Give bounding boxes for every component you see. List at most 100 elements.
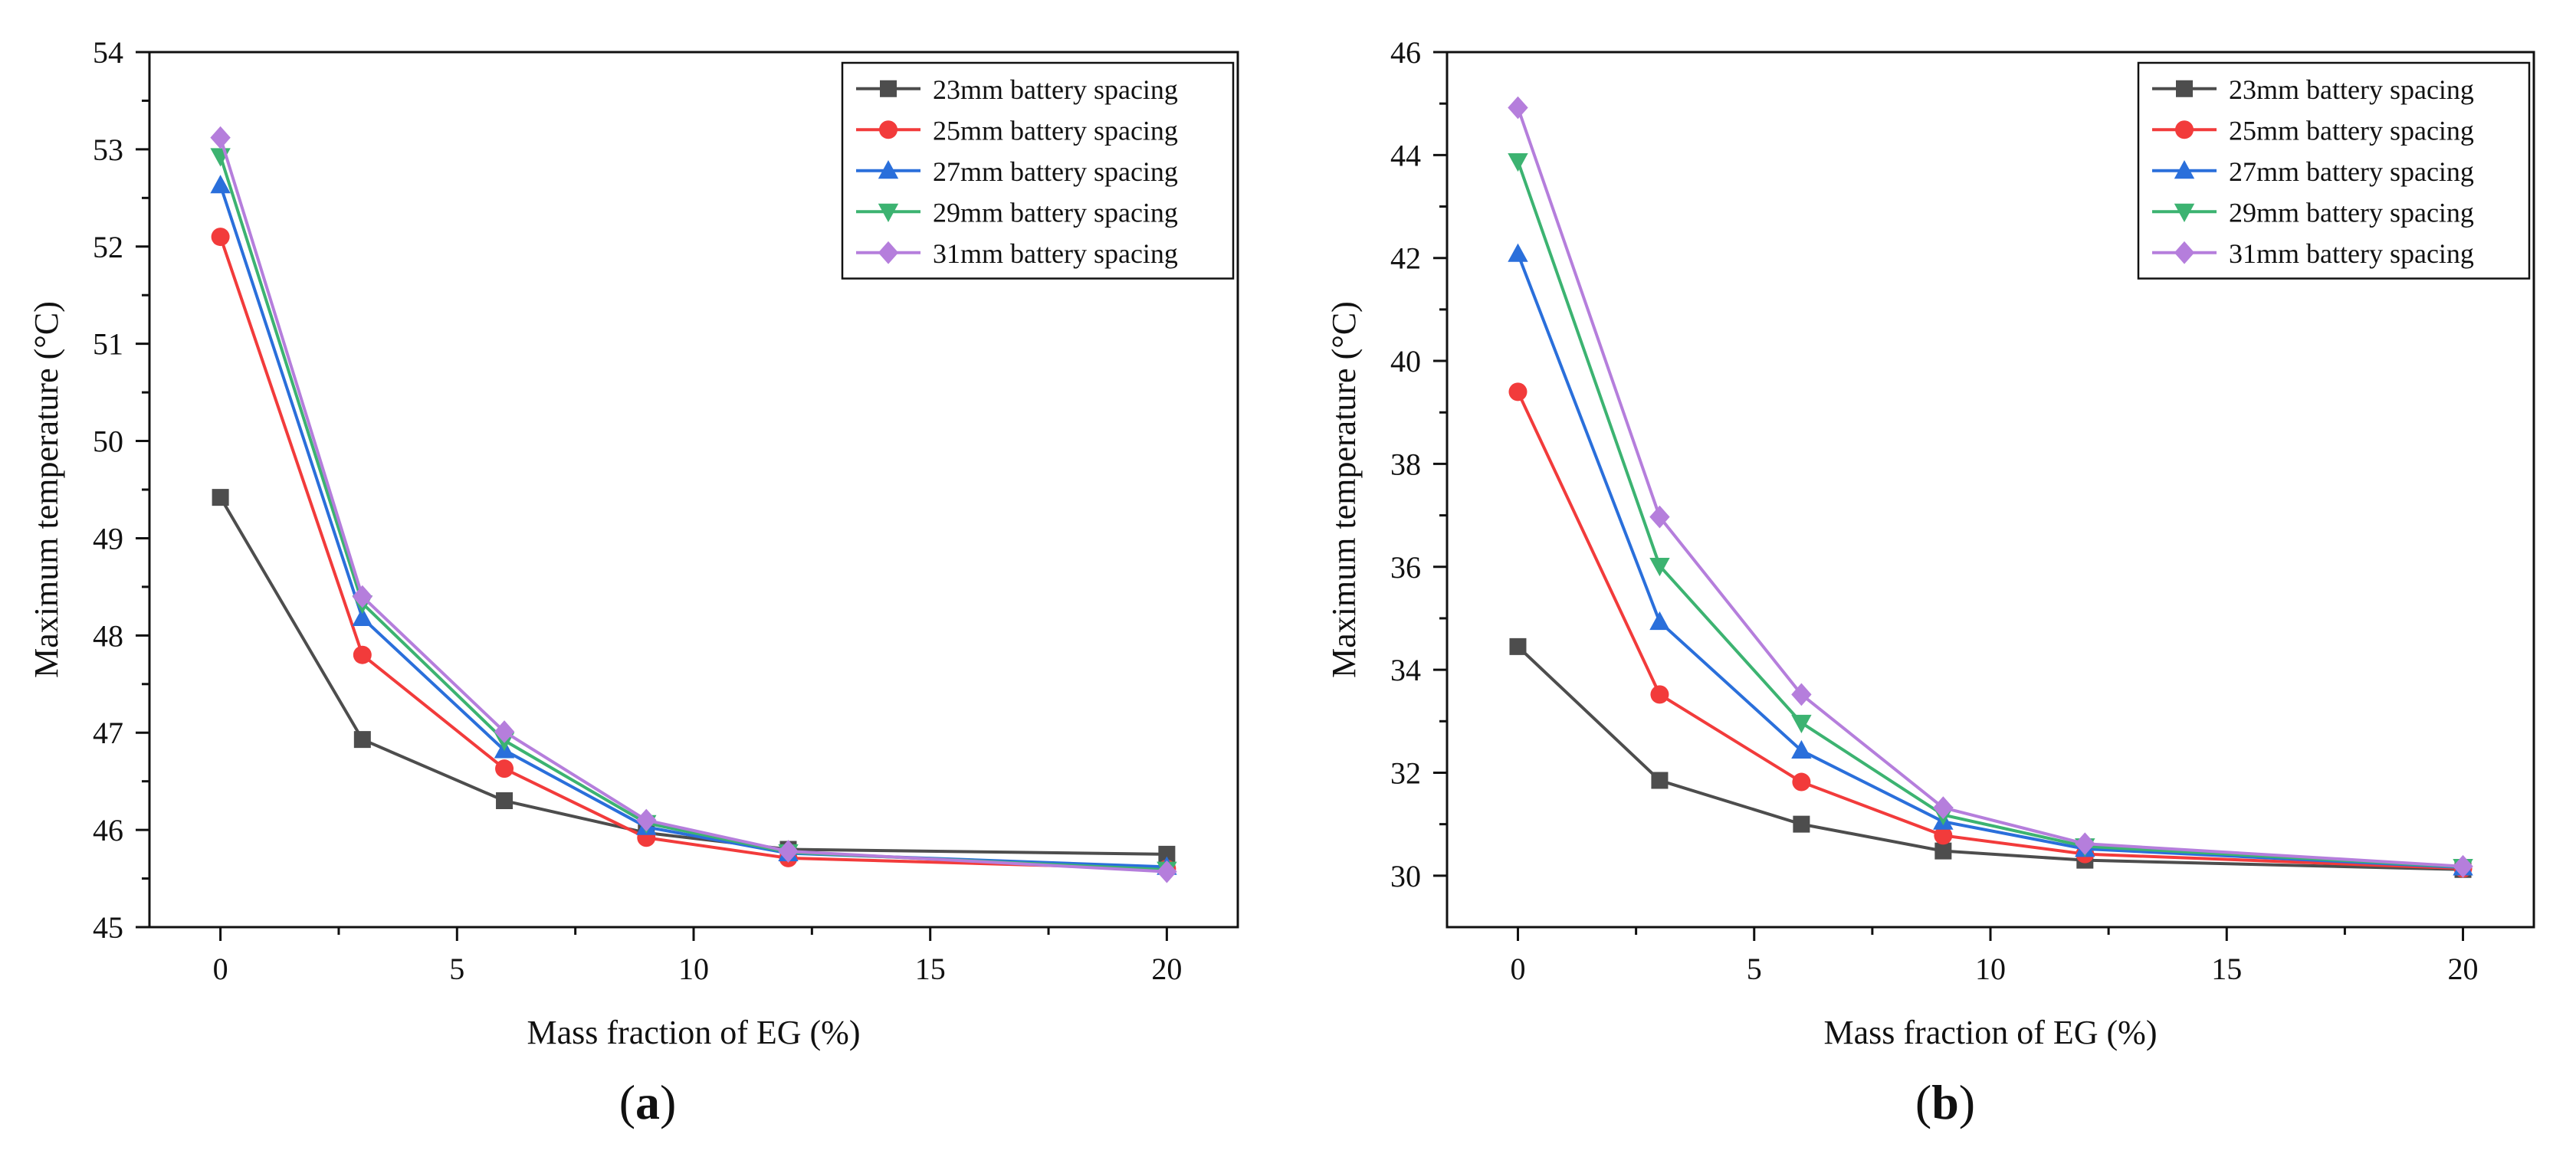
data-point — [1508, 382, 1528, 402]
data-point — [1509, 637, 1527, 655]
data-point — [636, 808, 657, 832]
y-tick-label: 50 — [93, 424, 123, 459]
data-point — [778, 840, 799, 863]
y-tick-label: 51 — [93, 327, 123, 362]
data-point — [353, 645, 372, 664]
series-line — [1517, 645, 2463, 871]
data-point — [212, 489, 229, 506]
x-tick-label: 5 — [1747, 952, 1762, 986]
series-0 — [212, 489, 1176, 863]
series-4 — [1508, 96, 2473, 878]
series-line — [1516, 160, 2463, 869]
data-point — [1650, 685, 1669, 704]
x-tick-label: 15 — [2211, 952, 2242, 986]
chart-panel-a: 0 5 10 15 20 45 46 47 48 49 50 51 52 53 54 Mass fractio… — [28, 35, 1239, 1129]
y-axis-title: Maximum temperature (°C) — [1325, 301, 1363, 678]
data-point — [1508, 243, 1528, 262]
data-point — [1934, 842, 1952, 860]
legend-marker — [878, 160, 899, 179]
legend-marker — [878, 203, 899, 222]
legend-label: 27mm battery spacing — [933, 156, 1178, 187]
data-point — [352, 607, 373, 626]
data-point — [1792, 772, 1811, 792]
y-tick-label: 52 — [93, 230, 123, 264]
y-tick-label: 42 — [1390, 241, 1421, 276]
legend-label: 25mm battery spacing — [933, 115, 1178, 146]
series-2 — [210, 175, 1177, 875]
legend: 23mm battery spacing 25mm battery spacing… — [841, 61, 1235, 280]
series-line — [218, 236, 1167, 870]
x-tick-label: 20 — [1151, 952, 1182, 986]
y-tick-label: 30 — [1390, 859, 1421, 893]
y-tick-label: 38 — [1390, 447, 1421, 481]
data-point — [211, 228, 230, 247]
data-point — [1158, 845, 1176, 863]
series-1 — [1508, 382, 2473, 878]
y-tick-label: 40 — [1390, 344, 1421, 379]
y-tick-label: 32 — [1390, 755, 1421, 790]
data-point — [352, 585, 373, 608]
y-tick-label: 45 — [93, 910, 123, 945]
legend-label: 31mm battery spacing — [2229, 238, 2474, 269]
legend-marker — [2174, 241, 2195, 264]
legend-marker — [2174, 160, 2195, 179]
legend-marker — [880, 80, 897, 97]
legend-label: 23mm battery spacing — [933, 74, 1178, 105]
panel-label-open-paren: ( — [1915, 1075, 1931, 1129]
data-point — [210, 175, 231, 194]
data-point — [1649, 611, 1670, 631]
legend: 23mm battery spacing 25mm battery spacing… — [2137, 61, 2531, 280]
legend-item: 29mm battery spacing — [2152, 197, 2474, 228]
panel-label-letter: a — [635, 1075, 660, 1129]
x-tick-label: 15 — [915, 952, 946, 986]
y-tick-label: 36 — [1390, 550, 1421, 585]
legend-label: 23mm battery spacing — [2229, 74, 2474, 105]
panel-label: (a) — [619, 1075, 677, 1129]
data-point — [353, 731, 371, 749]
legend-item: 27mm battery spacing — [856, 156, 1178, 187]
x-tick-label: 10 — [1975, 952, 2006, 986]
y-tick-label: 48 — [93, 618, 123, 653]
x-tick-label: 5 — [449, 952, 464, 986]
series-line — [218, 497, 1167, 856]
legend-marker — [2175, 120, 2194, 139]
series-line — [1516, 391, 2463, 870]
y-tick-label: 54 — [93, 35, 123, 70]
legend-item: 23mm battery spacing — [2152, 74, 2474, 105]
x-tick-label: 0 — [1510, 952, 1525, 986]
series-1 — [211, 228, 1176, 878]
x-tick-label: 0 — [213, 952, 228, 986]
x-tick-label: 20 — [2448, 952, 2479, 986]
legend-item: 31mm battery spacing — [856, 238, 1178, 269]
legend-item: 25mm battery spacing — [856, 115, 1178, 146]
data-point — [1649, 557, 1670, 577]
y-tick-label: 44 — [1390, 138, 1421, 172]
series-4 — [210, 126, 1177, 883]
legend-label: 29mm battery spacing — [2229, 197, 2474, 228]
panel-label-open-paren: ( — [619, 1075, 635, 1129]
data-point — [494, 720, 515, 743]
x-tick-label: 10 — [678, 952, 709, 986]
data-point — [1791, 739, 1812, 759]
data-point — [1791, 714, 1812, 734]
legend-marker — [878, 241, 899, 264]
legend-label: 29mm battery spacing — [933, 197, 1178, 228]
data-point — [2453, 854, 2473, 878]
data-point — [1933, 796, 1954, 820]
data-point — [1793, 815, 1810, 833]
panel-label-letter: b — [1931, 1075, 1959, 1129]
data-point — [1508, 152, 1528, 172]
y-tick-label: 53 — [93, 133, 123, 167]
x-axis-title: Mass fraction of EG (%) — [1824, 1014, 2158, 1051]
data-point — [1934, 826, 1953, 845]
data-point — [495, 759, 514, 778]
data-point — [2075, 832, 2095, 856]
y-tick-label: 46 — [1390, 35, 1421, 70]
series-line — [218, 137, 1167, 873]
y-axis-title: Maximum temperature (°C) — [28, 301, 65, 678]
y-tick-label: 49 — [93, 521, 123, 556]
legend-item: 31mm battery spacing — [2152, 238, 2474, 269]
y-tick-label: 34 — [1390, 653, 1421, 687]
legend-label: 25mm battery spacing — [2229, 115, 2474, 146]
